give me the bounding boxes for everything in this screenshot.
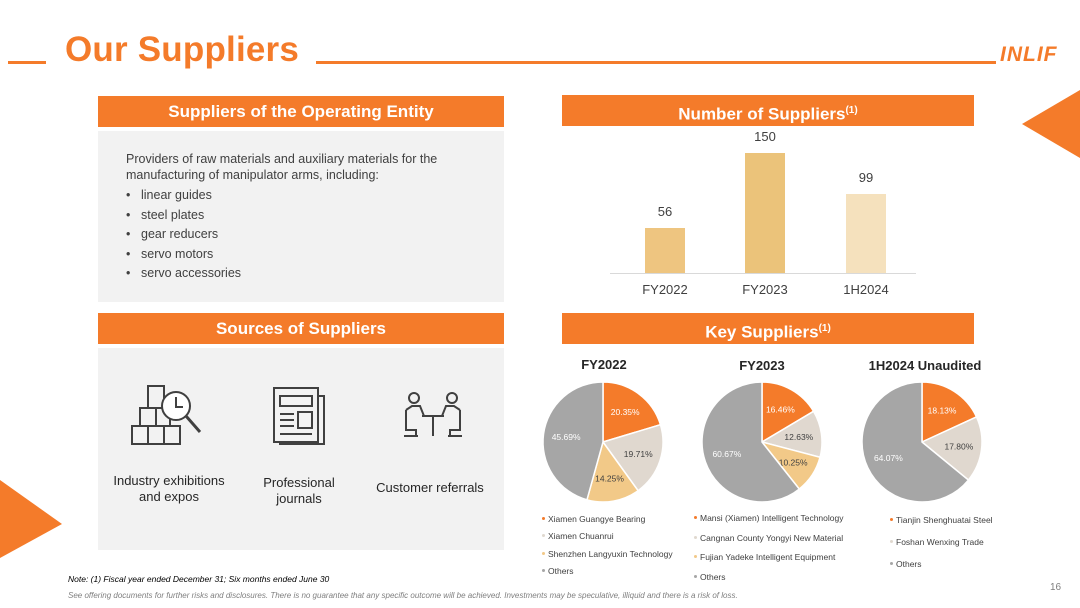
exhibition-boxes-icon [131, 385, 202, 445]
pie-slice-label: 10.25% [779, 457, 808, 467]
pie-slice [602, 381, 662, 444]
company-logo: INLIF [1000, 43, 1058, 66]
list-item: servo motors [126, 245, 241, 265]
pie-slice [586, 440, 640, 503]
banner-text: Number of Suppliers [678, 104, 846, 124]
legend-label: Foshan Wenxing Trade [896, 537, 984, 547]
legend-swatch [890, 540, 893, 544]
pie-slice-label: 60.67% [712, 449, 741, 459]
banner-footnote: (1) [845, 105, 858, 116]
legend-swatch [542, 534, 545, 538]
list-item: servo accessories [126, 264, 241, 284]
legend-label: Mansi (Xiamen) Intelligent Technology [700, 513, 844, 523]
legend-swatch [694, 555, 697, 559]
legend-item: Mansi (Xiamen) Intelligent Technology [694, 513, 843, 523]
pie-slice [920, 415, 983, 482]
title-rule-left [8, 61, 46, 64]
legend-swatch [694, 536, 697, 540]
source-label-referrals: Customer referrals [376, 480, 484, 495]
sources-panel [98, 348, 504, 550]
bar-category-label: FY2023 [742, 282, 788, 297]
providers-intro-text: Providers of raw materials and auxiliary… [126, 152, 438, 182]
legend-swatch [694, 516, 697, 520]
legend-item: Xiamen Guangye Bearing [542, 514, 645, 524]
source-label-exhibitions: Industry exhibitions and expos [113, 473, 225, 504]
key-suppliers-banner: Key Suppliers(1) [562, 313, 974, 344]
pie-slice-label: 12.63% [784, 432, 813, 442]
page-number: 16 [1050, 582, 1062, 593]
pie-slice [542, 381, 604, 501]
newspaper-icon [273, 387, 325, 445]
legend-item: Others [542, 566, 574, 576]
legend-item: Foshan Wenxing Trade [890, 537, 984, 547]
source-label-journals: Professional journals [263, 475, 335, 506]
pie-slice [761, 381, 815, 444]
pie-slice [701, 381, 801, 503]
bar-fy2022 [645, 228, 685, 273]
pie-slice-label: 14.25% [595, 474, 624, 484]
legend-label: Fujian Yadeke Intelligent Equipment [700, 552, 836, 562]
legend-swatch [694, 575, 697, 579]
list-item: gear reducers [126, 225, 241, 245]
title-rule-right [316, 61, 996, 64]
pie-title-fy2023: FY2023 [739, 358, 785, 373]
list-item: steel plates [126, 206, 241, 226]
decorative-triangle-left [0, 480, 62, 558]
legend-label: Others [548, 566, 574, 576]
banner-text: Key Suppliers [705, 322, 819, 342]
bar-category-label: 1H2024 [843, 282, 889, 297]
legend-item: Others [890, 559, 922, 569]
bar-value-label: 56 [657, 204, 673, 220]
bar-value-label: 150 [754, 129, 776, 144]
materials-list: linear guides steel plates gear reducers… [126, 186, 241, 284]
decorative-triangle-right [1022, 90, 1080, 158]
pie-slice-label: 19.71% [624, 449, 653, 459]
disclaimer: See offering documents for further risks… [68, 591, 738, 600]
legend-label: Others [700, 572, 726, 582]
legend-label: Others [896, 559, 922, 569]
bar-chart-axis [610, 273, 916, 274]
legend-label: Cangnan County Yongyi New Material [700, 533, 844, 543]
legend-label: Xiamen Guangye Bearing [548, 514, 646, 524]
pie-slice [601, 423, 664, 492]
meeting-people-icon [404, 392, 462, 437]
bar-category-label: FY2022 [642, 282, 688, 297]
number-of-suppliers-banner: Number of Suppliers(1) [562, 95, 974, 126]
legend-swatch [542, 569, 545, 573]
legend-label: Xiamen Chuanrui [548, 531, 614, 541]
legend-swatch [542, 552, 545, 556]
legend-item: Shenzhen Langyuxin Technology [542, 549, 673, 559]
pie-slice-label: 16.46% [766, 405, 795, 415]
list-item: linear guides [126, 186, 241, 206]
pie-slice-label: 17.80% [944, 442, 973, 452]
pie-title-1h2024: 1H2024 Unaudited [868, 358, 982, 373]
pie-title-fy2022: FY2022 [581, 357, 627, 372]
legend-label: Tianjin Shenghuatai Steel [896, 515, 993, 525]
legend-item: Tianjin Shenghuatai Steel [890, 515, 993, 525]
legend-swatch [890, 518, 893, 522]
pie-slice-label: 45.69% [552, 432, 581, 442]
legend-swatch [890, 562, 893, 566]
pie-slice-label: 64.07% [874, 453, 903, 463]
pie-slice-label: 20.35% [611, 407, 640, 417]
pie-slice-label: 18.13% [928, 406, 957, 416]
legend-swatch [542, 517, 545, 521]
pie-slice [861, 381, 970, 503]
banner-footnote: (1) [818, 323, 831, 334]
footnote: Note: (1) Fiscal year ended December 31;… [68, 574, 330, 584]
bar-value-label: 99 [858, 169, 874, 185]
sources-banner: Sources of Suppliers [98, 313, 504, 344]
pie-slice [921, 381, 978, 444]
bar-fy2023 [745, 153, 785, 273]
legend-label: Shenzhen Langyuxin Technology [548, 549, 673, 559]
page-title: Our Suppliers [65, 30, 300, 69]
legend-item: Others [694, 572, 726, 582]
bar-1h2024 [846, 193, 886, 273]
legend-item: Xiamen Chuanrui [542, 531, 614, 541]
operating-entity-banner: Suppliers of the Operating Entity [98, 96, 504, 127]
legend-item: Fujian Yadeke Intelligent Equipment [694, 552, 835, 562]
legend-item: Cangnan County Yongyi New Material [694, 533, 843, 543]
